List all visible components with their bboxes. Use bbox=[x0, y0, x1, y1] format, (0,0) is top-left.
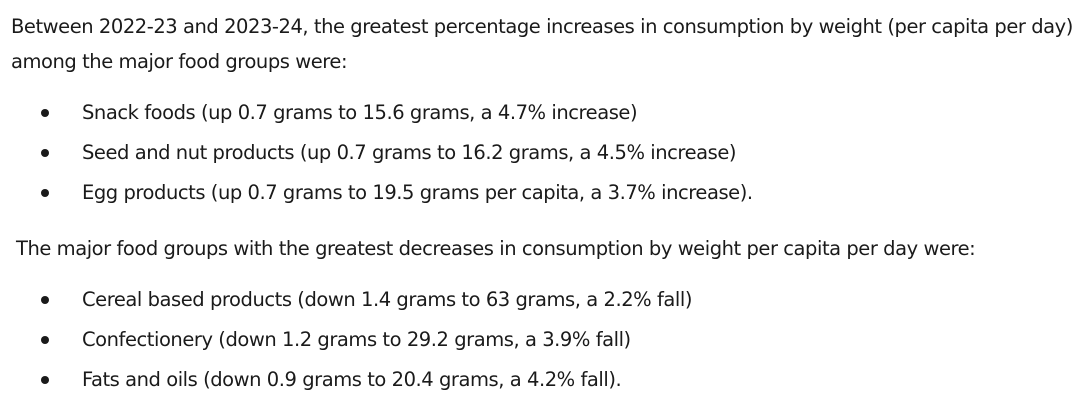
bullet-icon bbox=[41, 376, 49, 384]
increases-list: Snack foods (up 0.7 grams to 15.6 grams,… bbox=[0, 96, 1080, 216]
list-item: Confectionery (down 1.2 grams to 29.2 gr… bbox=[0, 323, 1080, 363]
increases-intro-paragraph: Between 2022-23 and 2023-24, the greates… bbox=[11, 15, 1073, 73]
list-item-text: Seed and nut products (up 0.7 grams to 1… bbox=[82, 141, 737, 164]
list-item: Seed and nut products (up 0.7 grams to 1… bbox=[0, 136, 1080, 176]
list-item: Egg products (up 0.7 grams to 19.5 grams… bbox=[0, 176, 1080, 216]
list-item-text: Cereal based products (down 1.4 grams to… bbox=[82, 288, 692, 311]
list-item: Cereal based products (down 1.4 grams to… bbox=[0, 283, 1080, 323]
list-item-text: Snack foods (up 0.7 grams to 15.6 grams,… bbox=[82, 101, 638, 124]
list-item: Fats and oils (down 0.9 grams to 20.4 gr… bbox=[0, 363, 1080, 403]
bullet-icon bbox=[41, 296, 49, 304]
list-item-text: Egg products (up 0.7 grams to 19.5 grams… bbox=[82, 181, 753, 204]
bullet-icon bbox=[41, 189, 49, 197]
bullet-icon bbox=[41, 336, 49, 344]
list-item-text: Fats and oils (down 0.9 grams to 20.4 gr… bbox=[82, 368, 622, 391]
decreases-intro-paragraph: The major food groups with the greatest … bbox=[16, 237, 976, 260]
list-item-text: Confectionery (down 1.2 grams to 29.2 gr… bbox=[82, 328, 631, 351]
decreases-list: Cereal based products (down 1.4 grams to… bbox=[0, 283, 1080, 403]
bullet-icon bbox=[41, 149, 49, 157]
bullet-icon bbox=[41, 109, 49, 117]
list-item: Snack foods (up 0.7 grams to 15.6 grams,… bbox=[0, 96, 1080, 136]
